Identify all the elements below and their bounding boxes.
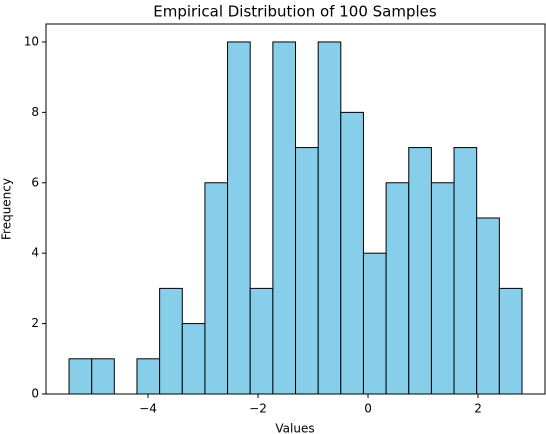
bar bbox=[340, 111, 364, 395]
y-axis-label: Frequency bbox=[0, 178, 14, 240]
bar bbox=[136, 358, 161, 395]
bar bbox=[295, 147, 319, 395]
bar bbox=[385, 182, 410, 395]
bar bbox=[68, 358, 93, 395]
bar bbox=[159, 287, 183, 395]
bar bbox=[181, 323, 206, 395]
bar bbox=[362, 252, 387, 395]
bar bbox=[498, 287, 523, 395]
bar bbox=[430, 182, 455, 395]
y-tick-label: 4 bbox=[31, 246, 39, 260]
bar bbox=[317, 41, 342, 395]
y-tick-label: 2 bbox=[31, 316, 39, 330]
bar bbox=[249, 287, 274, 395]
y-tick-label: 0 bbox=[31, 387, 39, 401]
bar bbox=[408, 147, 432, 395]
y-tick-label: 10 bbox=[24, 34, 39, 48]
chart-title: Empirical Distribution of 100 Samples bbox=[153, 3, 437, 21]
x-tick-label: −2 bbox=[249, 402, 267, 416]
bar bbox=[227, 41, 251, 395]
x-tick-label: 2 bbox=[474, 402, 482, 416]
bar bbox=[204, 182, 229, 395]
bar bbox=[476, 217, 500, 395]
y-tick-label: 8 bbox=[31, 105, 39, 119]
bar bbox=[91, 358, 115, 395]
y-tick-label: 6 bbox=[31, 175, 39, 189]
plot-frame bbox=[45, 23, 546, 395]
bar bbox=[453, 147, 478, 395]
x-axis-label: Values bbox=[275, 422, 314, 434]
bar bbox=[272, 41, 297, 395]
x-tick-label: −4 bbox=[139, 402, 157, 416]
x-tick-label: 0 bbox=[364, 402, 372, 416]
